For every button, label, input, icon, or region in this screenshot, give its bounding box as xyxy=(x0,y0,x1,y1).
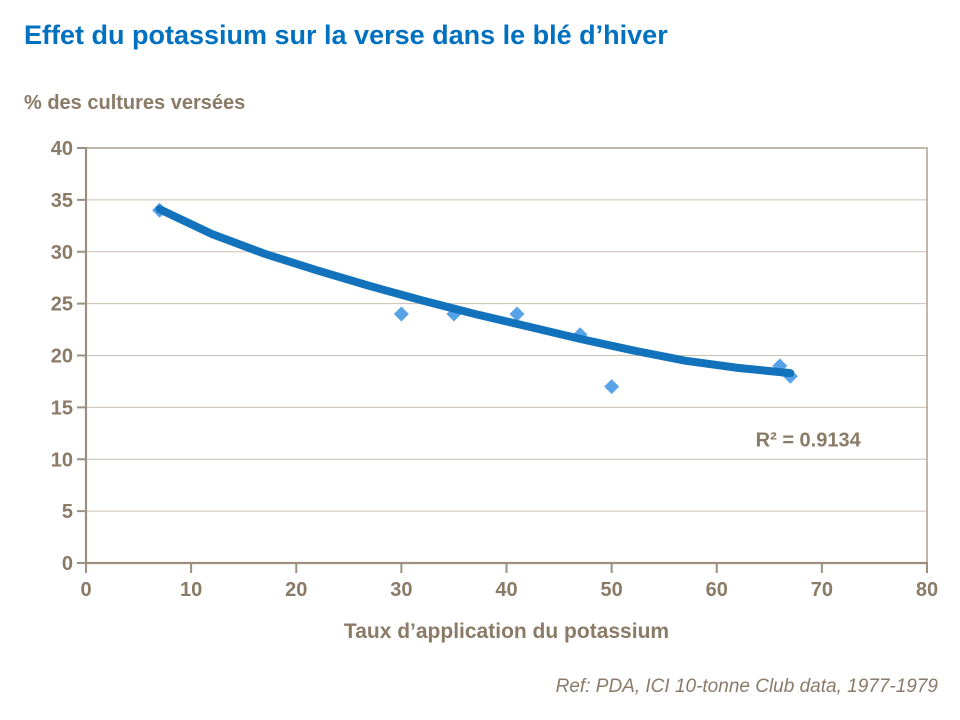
y-tick-label: 15 xyxy=(51,397,73,419)
y-tick-label: 35 xyxy=(51,190,73,212)
y-axis-title: % des cultures versées xyxy=(24,92,246,114)
x-tick-label: 60 xyxy=(706,579,728,601)
x-tick-label: 80 xyxy=(916,579,938,601)
y-tick-label: 5 xyxy=(62,501,73,523)
x-tick-label: 70 xyxy=(811,579,833,601)
x-tick-label: 50 xyxy=(601,579,623,601)
x-axis-title: Taux d’application du potassium xyxy=(343,620,670,643)
x-tick-label: 10 xyxy=(180,579,202,601)
y-tick-label: 40 xyxy=(51,138,73,160)
x-tick-label: 20 xyxy=(285,579,307,601)
y-tick-label: 25 xyxy=(51,294,73,316)
data-point xyxy=(393,306,409,322)
reference-note: Ref: PDA, ICI 10-tonne Club data, 1977-1… xyxy=(555,676,938,697)
x-tick-label: 40 xyxy=(495,579,517,601)
x-tick-label: 30 xyxy=(390,579,412,601)
data-point xyxy=(509,306,525,322)
y-tick-label: 10 xyxy=(51,449,73,471)
y-tick-label: 20 xyxy=(51,346,73,368)
y-tick-label: 0 xyxy=(62,553,73,575)
data-point xyxy=(604,379,620,395)
r2-annotation: R² = 0.9134 xyxy=(756,430,862,452)
trend-line xyxy=(155,205,795,378)
chart-title: Effet du potassium sur la verse dans le … xyxy=(24,20,668,50)
y-tick-label: 30 xyxy=(51,242,73,264)
x-tick-label: 0 xyxy=(80,579,91,601)
